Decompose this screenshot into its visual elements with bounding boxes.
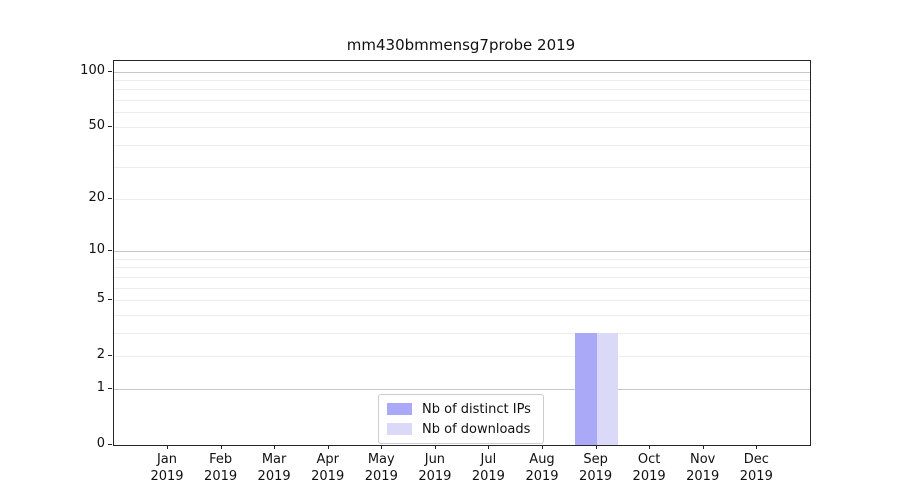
x-axis-tick <box>220 445 222 449</box>
gridline-minor <box>114 314 810 316</box>
x-axis-tick <box>542 445 543 449</box>
legend: Nb of distinct IPs Nb of downloads <box>378 394 544 444</box>
gridline-minor <box>114 100 810 101</box>
x-tick-label: Aug 2019 <box>525 452 559 484</box>
x-tick-label: Dec 2019 <box>739 452 773 484</box>
y-tick-label: 5 <box>96 291 105 306</box>
y-tick-label: 10 <box>88 241 105 257</box>
y-axis-tick <box>108 249 112 251</box>
x-axis-tick <box>488 445 490 449</box>
x-axis-tick <box>167 445 168 449</box>
chart-title: mm430bmmensg7probe 2019 <box>346 36 576 54</box>
x-axis-tick <box>327 445 329 449</box>
bar-downloads <box>596 332 619 445</box>
x-tick-label: Feb 2019 <box>204 452 238 484</box>
gridline-minor <box>114 89 810 91</box>
gridline-minor <box>114 258 810 260</box>
y-axis-tick <box>108 197 112 199</box>
x-tick-label: Jun 2019 <box>418 452 452 484</box>
plot-area <box>113 60 811 446</box>
gridline-major <box>114 71 810 73</box>
gridline-major <box>114 250 810 252</box>
y-axis-tick <box>108 355 112 357</box>
y-tick-label: 20 <box>88 189 105 205</box>
x-tick-label: Jan 2019 <box>150 452 184 484</box>
x-axis-tick <box>702 445 704 449</box>
gridline-minor <box>114 198 810 200</box>
x-axis-tick <box>649 445 651 449</box>
x-tick-label: Apr 2019 <box>311 452 345 484</box>
x-axis-tick <box>756 445 758 449</box>
x-axis-tick <box>274 445 276 449</box>
y-axis-tick <box>108 444 112 445</box>
x-tick-label: Mar 2019 <box>257 452 291 484</box>
gridline-minor <box>114 167 810 169</box>
gridline-minor <box>114 287 810 289</box>
x-tick-label: May 2019 <box>364 452 398 484</box>
x-tick-label: Sep 2019 <box>579 452 613 484</box>
legend-row: Nb of distinct IPs <box>387 401 535 417</box>
x-axis-tick <box>434 445 436 449</box>
y-axis-tick <box>108 387 112 389</box>
gridline-minor <box>114 267 810 269</box>
legend-label: Nb of downloads <box>422 421 531 437</box>
legend-swatch <box>387 403 412 415</box>
legend-swatch <box>387 423 412 435</box>
gridline-minor <box>114 332 810 334</box>
y-tick-label: 2 <box>96 347 105 363</box>
gridline-minor <box>114 356 810 358</box>
gridline-minor <box>114 79 810 81</box>
gridline-minor <box>114 276 810 278</box>
legend-label: Nb of distinct IPs <box>422 401 531 417</box>
gridline-minor <box>114 126 810 128</box>
bar-distinct-ips <box>575 332 597 445</box>
y-axis-tick <box>108 125 112 127</box>
gridline-minor <box>114 144 810 146</box>
x-axis-tick <box>595 445 597 449</box>
legend-row: Nb of downloads <box>387 421 535 437</box>
y-tick-label: 50 <box>88 117 105 133</box>
x-tick-label: Oct 2019 <box>632 452 666 484</box>
gridline-minor <box>114 112 810 114</box>
gridline-minor <box>114 300 810 301</box>
y-tick-label: 100 <box>80 62 105 78</box>
x-tick-label: Nov 2019 <box>686 452 720 484</box>
y-tick-label: 1 <box>96 379 105 395</box>
y-tick-label: 0 <box>96 436 105 451</box>
gridline-major <box>114 388 810 390</box>
x-tick-label: Jul 2019 <box>471 452 505 484</box>
y-axis-tick <box>108 299 112 300</box>
y-axis-tick <box>108 70 112 72</box>
x-axis-tick <box>381 445 383 449</box>
